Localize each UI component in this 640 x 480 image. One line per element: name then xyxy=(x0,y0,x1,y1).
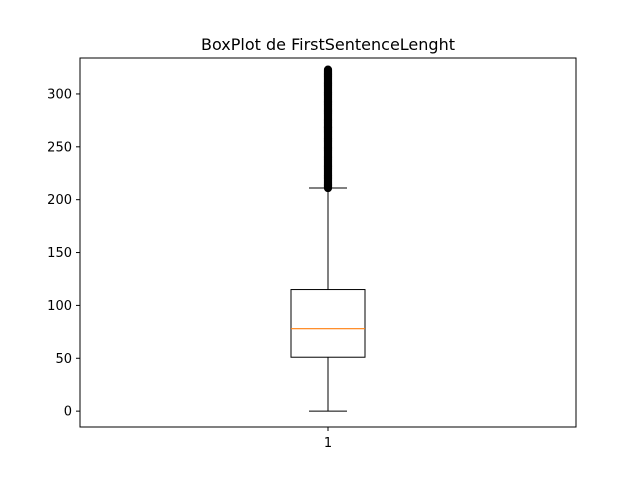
y-tick-label: 300 xyxy=(47,87,72,102)
box-iqr xyxy=(290,289,366,358)
y-tick-label: 50 xyxy=(55,352,72,367)
y-tick-label: 200 xyxy=(47,193,72,208)
x-tick-label: 1 xyxy=(324,436,332,451)
y-tick-label: 100 xyxy=(47,299,72,314)
chart-title: BoxPlot de FirstSentenceLenght xyxy=(201,35,455,54)
y-tick-label: 250 xyxy=(47,140,72,155)
y-tick-label: 150 xyxy=(47,246,72,261)
outliers-group xyxy=(323,65,333,193)
plot-area: 0 50 100 150 200 250 300 1 xyxy=(47,57,577,451)
outlier-point xyxy=(323,65,333,74)
y-tick-label: 0 xyxy=(64,405,72,420)
